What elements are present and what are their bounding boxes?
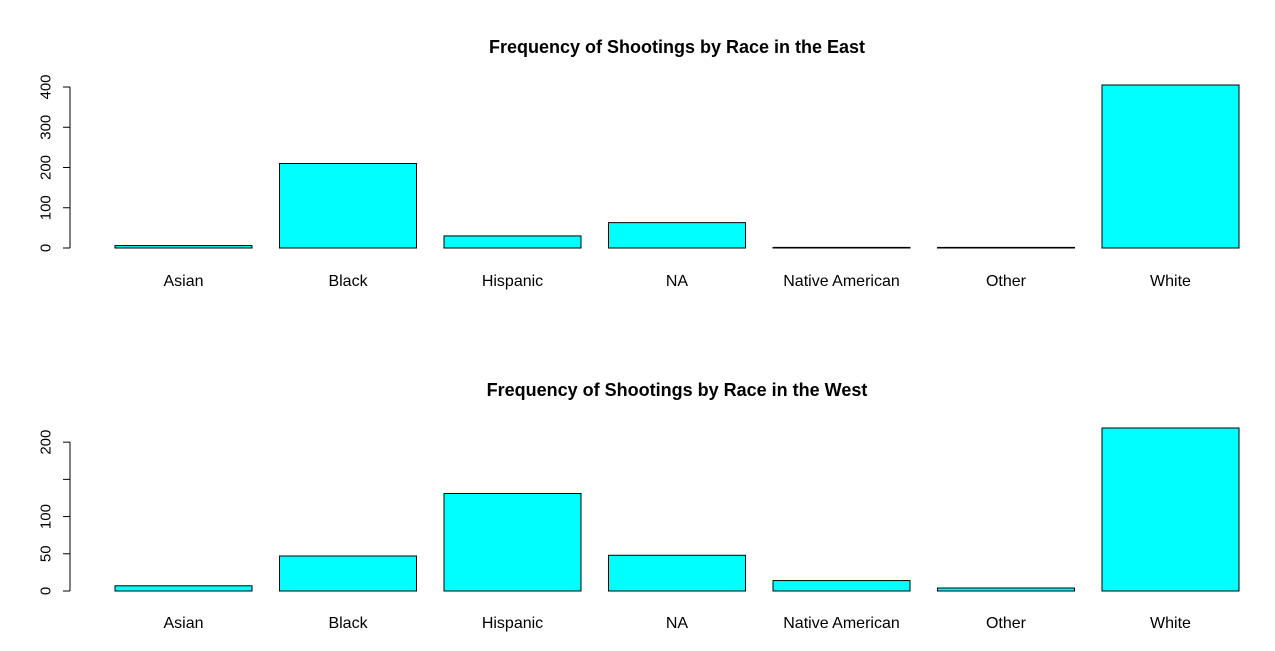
bars-group [114, 84, 1240, 249]
bar-other [937, 587, 1075, 592]
bar-other [937, 246, 1075, 249]
y-tick-label: 400 [38, 74, 55, 99]
y-tick-label: 300 [38, 115, 55, 140]
chart-title: Frequency of Shootings by Race in the Ea… [489, 37, 865, 57]
y-tick-label: 100 [38, 504, 55, 529]
x-tick-label: Black [328, 273, 368, 290]
x-tick-label: NA [666, 615, 689, 632]
x-axis-labels: Asian Black Hispanic NA Native American Other… [163, 615, 1191, 632]
x-tick-label: Black [328, 615, 368, 632]
bar-asian [114, 585, 253, 592]
y-axis: 0 50 100 200 [38, 430, 71, 595]
bar-asian [114, 245, 253, 249]
y-tick-label: 0 [38, 244, 55, 252]
bar-hispanic [443, 235, 582, 249]
y-tick-label: 0 [38, 587, 55, 595]
x-tick-label: White [1150, 273, 1191, 290]
y-tick-label: 100 [38, 195, 55, 220]
bar-native-american [772, 246, 911, 249]
x-axis-labels: Asian Black Hispanic NA Native American Other… [163, 273, 1191, 290]
x-tick-label: Other [986, 615, 1027, 632]
x-tick-label: Hispanic [482, 615, 543, 632]
y-tick-label: 200 [38, 430, 55, 455]
x-tick-label: White [1150, 615, 1191, 632]
y-tick-label: 50 [38, 545, 55, 562]
bar-white [1101, 84, 1240, 249]
y-axis: 0 100 200 300 400 [38, 74, 71, 252]
bar-na [608, 554, 746, 592]
west-chart-panel: Frequency of Shootings by Race in the We… [38, 380, 1240, 632]
bars-group [114, 427, 1240, 592]
bar-native-american [772, 580, 911, 592]
bar-black [279, 162, 417, 249]
bar-na [608, 222, 746, 249]
east-chart-panel: Frequency of Shootings by Race in the Ea… [38, 37, 1240, 290]
chart-title: Frequency of Shootings by Race in the We… [487, 380, 868, 400]
x-tick-label: Asian [163, 273, 203, 290]
x-tick-label: Other [986, 273, 1027, 290]
x-tick-label: NA [666, 273, 689, 290]
x-tick-label: Native American [783, 273, 900, 290]
y-tick-label: 200 [38, 155, 55, 180]
bar-white [1101, 427, 1240, 592]
x-tick-label: Hispanic [482, 273, 543, 290]
bar-hispanic [443, 492, 582, 592]
bar-black [279, 555, 417, 592]
x-tick-label: Native American [783, 615, 900, 632]
x-tick-label: Asian [163, 615, 203, 632]
